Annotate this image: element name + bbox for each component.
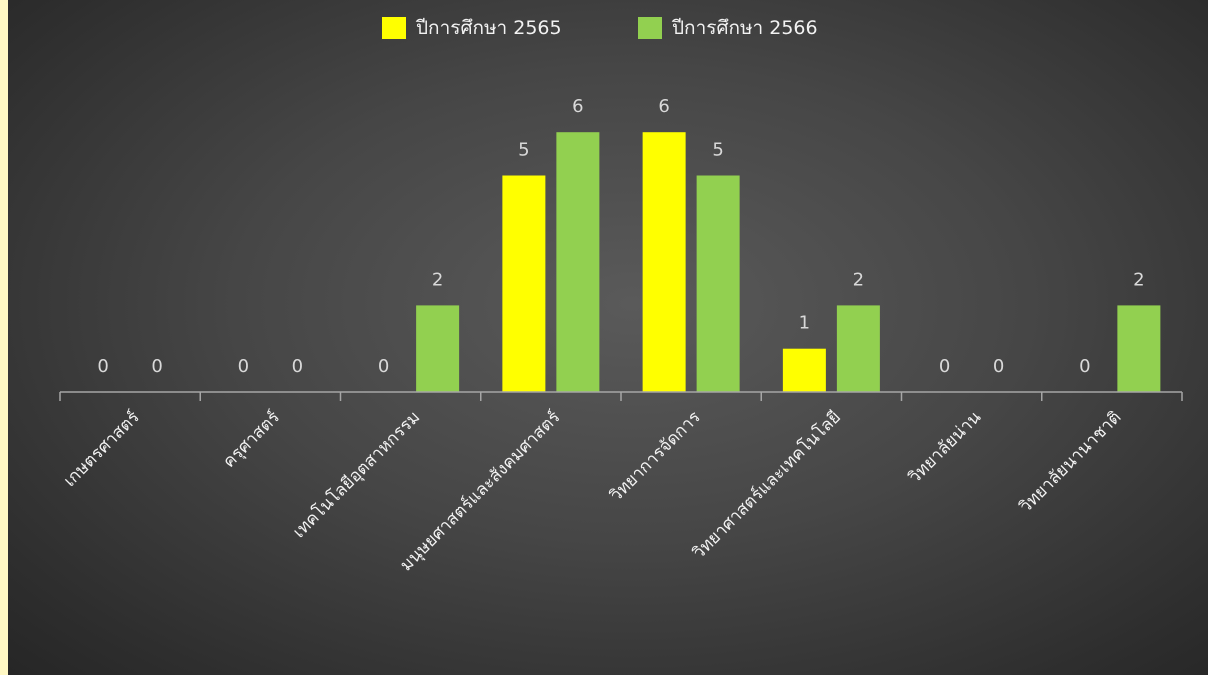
bar-chart: ปีการศึกษา 2565 ปีการศึกษา 2566 0 0 0 0 0 2 5 6 6…	[59, 17, 1183, 575]
bar-2-8	[1117, 305, 1161, 392]
legend-swatch-1	[382, 17, 406, 39]
bar-2-5	[696, 175, 740, 392]
bars: 0 0 0 0 0 2 5 6 6 5 1 2 0 0 0 2	[97, 96, 1161, 392]
bar-2-6	[836, 305, 880, 392]
category-label-8: วิทยาลัยนานาชาติ	[1015, 407, 1125, 517]
bar-2-4	[556, 132, 600, 392]
bar-2-3	[416, 305, 460, 392]
bar-1-6	[782, 348, 826, 392]
category-label-1: เกษตรศาสตร์	[60, 407, 144, 491]
data-label-2-8: 2	[1133, 269, 1144, 290]
data-label-1-4: 5	[518, 140, 529, 161]
bar-1-5	[642, 132, 686, 392]
category-label-5: วิทยาการจัดการ	[606, 407, 705, 506]
bar-1-4	[502, 175, 546, 392]
data-label-1-7: 0	[939, 356, 950, 377]
category-label-4: มนุษยศาสตร์และสังคมศาสตร์	[396, 407, 564, 575]
category-label-7: วิทยาลัยน่าน	[905, 407, 986, 488]
chart-frame: ปีการศึกษา 2565 ปีการศึกษา 2566 0 0 0 0 0 2 5 6 6…	[8, 0, 1208, 675]
category-label-6: วิทยาศาสตร์และเทคโนโลยี	[688, 407, 845, 564]
legend: ปีการศึกษา 2565 ปีการศึกษา 2566	[382, 17, 818, 39]
data-label-2-3: 2	[432, 269, 443, 290]
data-label-2-2: 0	[292, 356, 303, 377]
legend-label-2: ปีการศึกษา 2566	[671, 17, 817, 39]
data-label-1-3: 0	[378, 356, 389, 377]
legend-label-1: ปีการศึกษา 2565	[415, 17, 561, 39]
data-label-2-1: 0	[151, 356, 162, 377]
x-axis: เกษตรศาสตร์ ครุศาสตร์ เทคโนโลยีอุตสาหกรรมม…	[59, 391, 1183, 575]
data-label-2-4: 6	[572, 96, 583, 117]
category-label-3: เทคโนโลยีอุตสาหกรรม	[289, 407, 425, 543]
data-label-1-1: 0	[97, 356, 108, 377]
data-label-1-8: 0	[1079, 356, 1090, 377]
category-label-2: ครุศาสตร์	[219, 407, 284, 472]
data-label-1-2: 0	[238, 356, 249, 377]
data-label-2-5: 5	[712, 140, 723, 161]
data-label-1-6: 1	[799, 313, 810, 334]
data-label-1-5: 6	[658, 96, 669, 117]
data-label-2-7: 0	[993, 356, 1004, 377]
legend-swatch-2	[638, 17, 662, 39]
data-label-2-6: 2	[853, 269, 864, 290]
